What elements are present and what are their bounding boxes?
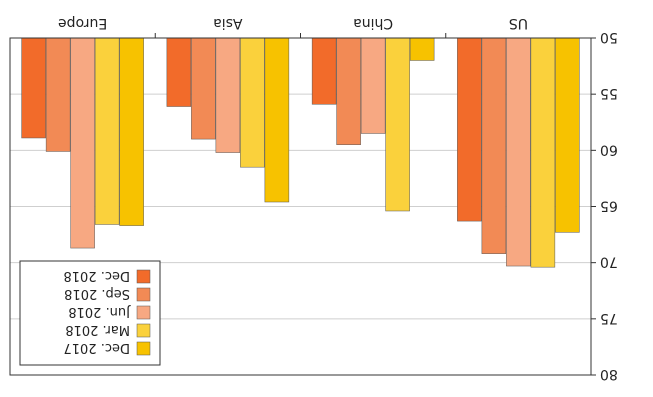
legend-swatch (136, 305, 151, 320)
bar-us-0 (555, 37, 580, 233)
bar-asia-4 (166, 37, 192, 107)
y-tick-label: 70 (600, 254, 618, 270)
bar-china-3 (336, 37, 361, 145)
category-label: Europe (58, 15, 107, 31)
bar-china-4 (311, 37, 337, 105)
category-label: Asia (213, 15, 242, 31)
legend-swatch (136, 341, 151, 356)
y-tick-label: 50 (600, 29, 618, 45)
legend-swatch (136, 269, 151, 284)
y-tick-label: 55 (600, 85, 618, 101)
legend-label: Sep. 2018 (64, 286, 130, 301)
legend-label: Dec. 2018 (63, 268, 130, 283)
y-tick-label: 65 (600, 198, 618, 214)
y-tick-label: 75 (600, 310, 618, 326)
bar-asia-2 (215, 37, 241, 153)
legend-label: Dec. 2017 (63, 340, 130, 355)
category-label: China (353, 15, 393, 31)
y-tick-label: 80 (600, 366, 618, 382)
bar-europe-4 (21, 37, 46, 139)
y-tick-label: 60 (600, 141, 618, 157)
legend-swatch (136, 287, 151, 302)
legend-swatch (136, 323, 151, 338)
bar-europe-0 (119, 37, 144, 226)
x-axis-categories: US China Asia Europe (58, 15, 528, 38)
bar-europe-3 (45, 37, 71, 152)
bar-europe-2 (70, 37, 95, 249)
legend-box (19, 260, 161, 366)
bar-us-3 (481, 37, 507, 254)
bar-china-1 (385, 37, 410, 212)
y-axis-ticks: 50 55 60 65 70 75 80 (591, 29, 618, 382)
bar-china-2 (360, 37, 386, 134)
bar-us-2 (506, 37, 531, 267)
bar-us-4 (457, 37, 482, 222)
bar-china-0 (409, 37, 435, 61)
legend: Dec. 2017 Mar. 2018 Jun. 2018 Sep. 2018 Dec.… (19, 260, 161, 366)
bar-asia-0 (264, 37, 290, 203)
category-label: US (509, 15, 528, 31)
bars (21, 37, 580, 268)
legend-label: Mar. 2018 (65, 322, 130, 337)
bar-europe-1 (94, 37, 120, 225)
bar-us-1 (530, 37, 556, 268)
bar-asia-1 (240, 37, 265, 168)
bar-asia-3 (191, 37, 216, 140)
legend-label: Jun. 2018 (68, 304, 131, 319)
